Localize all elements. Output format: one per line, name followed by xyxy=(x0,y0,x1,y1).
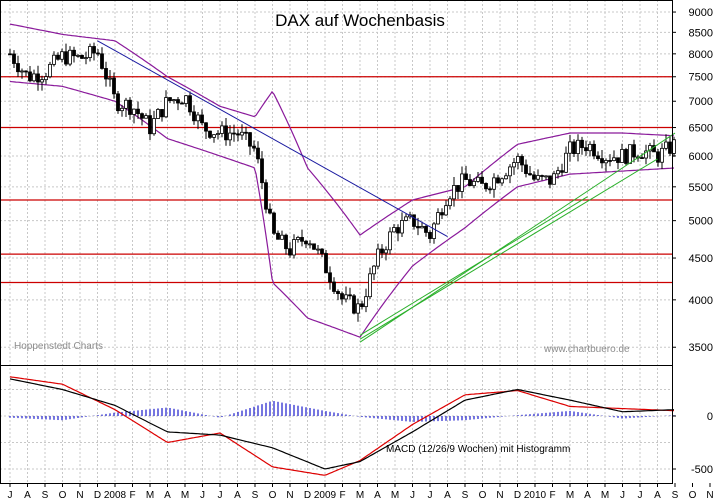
x-tick-label: J xyxy=(218,490,223,501)
x-tick-label: S xyxy=(252,490,259,501)
x-tick-label: J xyxy=(428,490,433,501)
x-tick-label: M xyxy=(181,490,189,501)
credit-left: Hoppenstedt Charts xyxy=(14,341,103,352)
macd-y-tick-label: 0 xyxy=(707,411,713,423)
x-tick-label: O xyxy=(269,490,277,501)
price-candles xyxy=(8,42,676,322)
x-tick-label: N xyxy=(286,490,293,501)
x-tick-label: 2008 xyxy=(104,490,127,501)
x-tick-label: N xyxy=(76,490,83,501)
y-tick-label: 4500 xyxy=(689,253,713,265)
x-tick-label: N xyxy=(496,490,503,501)
x-tick-label: O xyxy=(479,490,487,501)
x-tick-label: S xyxy=(672,490,679,501)
credit-right: www.chartbuero.de xyxy=(543,344,630,355)
y-tick-label: 8000 xyxy=(689,49,713,61)
x-tick-label: A xyxy=(234,490,241,501)
x-tick-label: J xyxy=(638,490,643,501)
x-tick-label: M xyxy=(391,490,399,501)
x-tick-label: A xyxy=(654,490,661,501)
y-tick-label: 6000 xyxy=(689,151,713,163)
x-tick-label: M xyxy=(356,490,364,501)
x-tick-label: 2009 xyxy=(314,490,337,501)
y-axis-labels: 9000 8500 8000 7500 7000 6500 6000 5500 5000 4500… xyxy=(672,7,713,476)
x-tick-label: N xyxy=(706,490,713,501)
x-tick-label: M xyxy=(601,490,609,501)
x-tick-label: J xyxy=(410,490,415,501)
y-tick-label: 7000 xyxy=(689,96,713,108)
y-tick-label: 3500 xyxy=(689,342,713,354)
bollinger-bands xyxy=(9,23,675,338)
macd-panel xyxy=(9,376,675,476)
x-tick-label: S xyxy=(42,490,49,501)
x-tick-label: M xyxy=(566,490,574,501)
macd-y-tick-label: -500 xyxy=(691,464,713,476)
y-tick-label: 8500 xyxy=(689,27,713,39)
x-tick-label: J xyxy=(8,490,13,501)
y-tick-label: 5500 xyxy=(689,182,713,194)
x-tick-label: A xyxy=(24,490,31,501)
x-tick-label: A xyxy=(374,490,381,501)
x-tick-label: M xyxy=(146,490,154,501)
x-tick-label: J xyxy=(620,490,625,501)
grid xyxy=(0,0,672,483)
y-tick-label: 6500 xyxy=(689,123,713,135)
macd-label: MACD (12/26/9 Wochen) mit Histogramm xyxy=(386,444,570,455)
y-tick-label: 5000 xyxy=(689,216,713,228)
x-tick-label: A xyxy=(584,490,591,501)
x-tick-label: A xyxy=(444,490,451,501)
y-tick-label: 7500 xyxy=(689,72,713,84)
y-tick-label: 9000 xyxy=(689,7,713,19)
support-resistance-lines xyxy=(0,76,672,284)
plot-frame xyxy=(0,0,673,484)
chart-title: DAX auf Wochenbasis xyxy=(275,11,445,30)
x-tick-label: F xyxy=(339,490,345,501)
x-tick-label: S xyxy=(462,490,469,501)
x-tick-label: A xyxy=(164,490,171,501)
x-axis-labels: J A S O N D 2008 F M A M J J A S O N D 2009 F M A M J J A S O N D 2010… xyxy=(8,483,714,501)
trendlines xyxy=(97,40,676,343)
x-tick-label: O xyxy=(59,490,67,501)
x-tick-label: O xyxy=(689,490,697,501)
x-tick-label: D xyxy=(304,490,311,501)
x-tick-label: 2010 xyxy=(524,490,547,501)
x-tick-label: F xyxy=(129,490,135,501)
x-tick-label: D xyxy=(94,490,101,501)
x-tick-label: F xyxy=(549,490,555,501)
x-tick-label: D xyxy=(514,490,521,501)
x-tick-label: J xyxy=(200,490,205,501)
y-tick-label: 4000 xyxy=(689,295,713,307)
